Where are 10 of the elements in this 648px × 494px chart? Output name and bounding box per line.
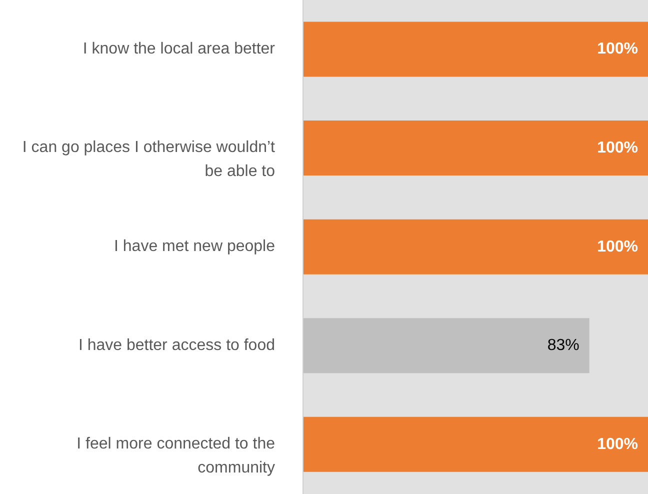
- data-label: 100%: [597, 40, 638, 58]
- y-tick-label: I have met new people: [114, 238, 276, 255]
- data-label: 100%: [597, 436, 638, 453]
- data-label: 100%: [597, 140, 638, 157]
- y-tick-label: I have better access to food: [78, 336, 275, 354]
- y-tick-label: I feel more connected to the community: [76, 436, 276, 477]
- data-label: 100%: [597, 238, 638, 256]
- data-label: 83%: [547, 337, 580, 354]
- y-tick-label: I can go places I otherwise wouldn’t be able to: [22, 139, 276, 180]
- y-tick-label: I know the local area better: [82, 40, 276, 58]
